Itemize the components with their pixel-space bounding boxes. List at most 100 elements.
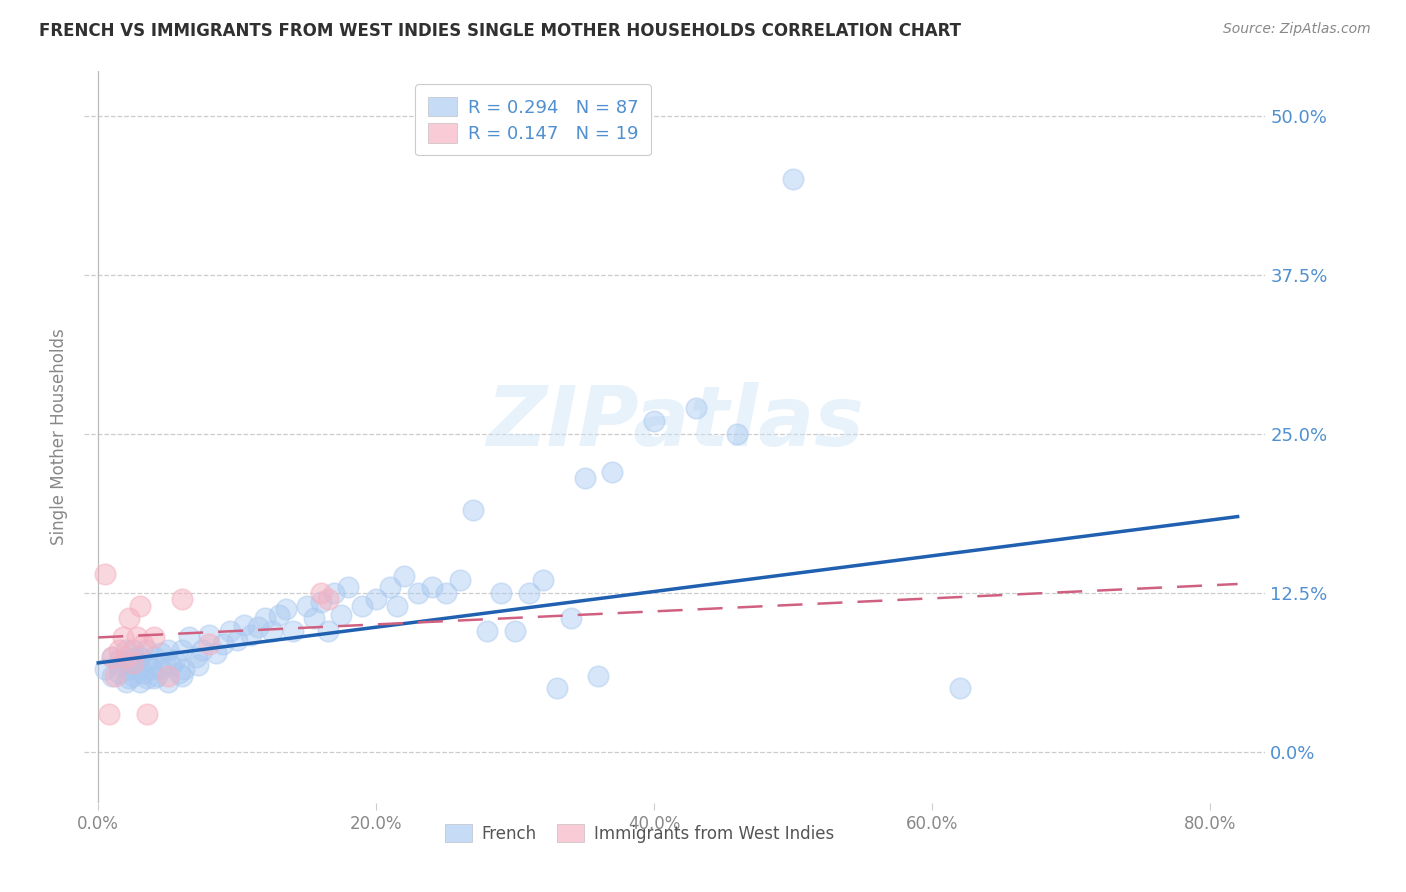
Point	[129, 649, 152, 664]
Point	[115, 656, 138, 670]
Point	[219, 624, 242, 638]
Point	[135, 656, 157, 670]
Point	[574, 471, 596, 485]
Point	[108, 666, 131, 681]
Point	[98, 706, 121, 721]
Point	[477, 624, 499, 638]
Point	[135, 643, 157, 657]
Point	[149, 646, 172, 660]
Point	[187, 658, 209, 673]
Point	[94, 566, 117, 581]
Point	[112, 631, 135, 645]
Point	[108, 643, 131, 657]
Point	[330, 607, 353, 622]
Point	[142, 649, 165, 664]
Point	[173, 662, 195, 676]
Point	[560, 611, 582, 625]
Point	[115, 649, 138, 664]
Point	[142, 631, 165, 645]
Point	[127, 656, 149, 670]
Point	[149, 662, 172, 676]
Point	[153, 656, 176, 670]
Point	[156, 668, 179, 682]
Point	[281, 624, 304, 638]
Point	[212, 637, 235, 651]
Point	[198, 637, 221, 651]
Point	[94, 662, 117, 676]
Point	[602, 465, 624, 479]
Point	[135, 706, 157, 721]
Point	[122, 643, 145, 657]
Point	[406, 586, 429, 600]
Point	[489, 586, 512, 600]
Point	[247, 620, 270, 634]
Point	[129, 662, 152, 676]
Point	[434, 586, 457, 600]
Point	[366, 592, 388, 607]
Point	[129, 599, 152, 613]
Point	[205, 646, 228, 660]
Point	[685, 401, 707, 416]
Point	[531, 573, 554, 587]
Point	[316, 592, 339, 607]
Point	[122, 650, 145, 665]
Point	[503, 624, 526, 638]
Point	[253, 611, 276, 625]
Point	[233, 617, 256, 632]
Text: FRENCH VS IMMIGRANTS FROM WEST INDIES SINGLE MOTHER HOUSEHOLDS CORRELATION CHART: FRENCH VS IMMIGRANTS FROM WEST INDIES SI…	[39, 22, 962, 40]
Point	[129, 675, 152, 690]
Point	[127, 631, 149, 645]
Point	[463, 503, 485, 517]
Point	[163, 653, 186, 667]
Point	[170, 668, 193, 682]
Point	[385, 599, 408, 613]
Point	[323, 586, 346, 600]
Point	[135, 671, 157, 685]
Point	[159, 658, 181, 673]
Point	[115, 643, 138, 657]
Point	[145, 668, 167, 682]
Point	[118, 662, 141, 676]
Point	[156, 643, 179, 657]
Point	[309, 586, 332, 600]
Text: Source: ZipAtlas.com: Source: ZipAtlas.com	[1223, 22, 1371, 37]
Point	[546, 681, 568, 696]
Point	[108, 653, 131, 667]
Point	[177, 631, 200, 645]
Point	[782, 172, 804, 186]
Point	[108, 658, 131, 673]
Point	[122, 658, 145, 673]
Point	[122, 668, 145, 682]
Point	[309, 595, 332, 609]
Legend: French, Immigrants from West Indies: French, Immigrants from West Indies	[439, 817, 841, 849]
Point	[295, 599, 318, 613]
Point	[191, 643, 214, 657]
Y-axis label: Single Mother Households: Single Mother Households	[51, 329, 69, 545]
Point	[167, 666, 190, 681]
Point	[302, 611, 325, 625]
Point	[115, 675, 138, 690]
Point	[352, 599, 374, 613]
Text: ZIPatlas: ZIPatlas	[486, 382, 863, 463]
Point	[337, 580, 360, 594]
Point	[643, 414, 665, 428]
Point	[420, 580, 443, 594]
Point	[517, 586, 540, 600]
Point	[588, 668, 610, 682]
Point	[122, 656, 145, 670]
Point	[104, 668, 127, 682]
Point	[260, 624, 283, 638]
Point	[198, 628, 221, 642]
Point	[118, 611, 141, 625]
Point	[142, 671, 165, 685]
Point	[170, 592, 193, 607]
Point	[725, 426, 748, 441]
Point	[156, 675, 179, 690]
Point	[101, 668, 124, 682]
Point	[274, 602, 297, 616]
Point	[132, 637, 155, 651]
Point	[101, 649, 124, 664]
Point	[378, 580, 401, 594]
Point	[139, 662, 162, 676]
Point	[267, 607, 290, 622]
